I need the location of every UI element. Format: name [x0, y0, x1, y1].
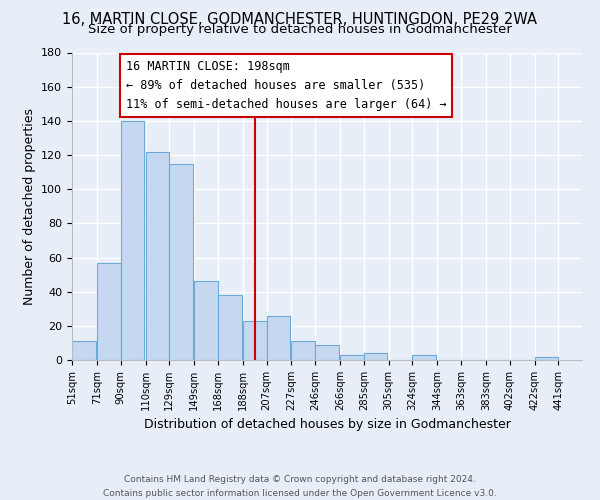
Bar [292, 341, 315, 360]
Bar [315, 344, 339, 360]
Text: Size of property relative to detached houses in Godmanchester: Size of property relative to detached ho… [88, 22, 512, 36]
Bar [364, 353, 388, 360]
Bar [535, 356, 559, 360]
Bar [169, 164, 193, 360]
Bar [72, 341, 95, 360]
Bar [146, 152, 169, 360]
Bar [266, 316, 290, 360]
Bar [412, 355, 436, 360]
Bar [97, 262, 121, 360]
X-axis label: Distribution of detached houses by size in Godmanchester: Distribution of detached houses by size … [143, 418, 511, 432]
Bar [218, 295, 242, 360]
Text: Contains HM Land Registry data © Crown copyright and database right 2024.
Contai: Contains HM Land Registry data © Crown c… [103, 476, 497, 498]
Text: 16, MARTIN CLOSE, GODMANCHESTER, HUNTINGDON, PE29 2WA: 16, MARTIN CLOSE, GODMANCHESTER, HUNTING… [62, 12, 538, 28]
Text: 16 MARTIN CLOSE: 198sqm
← 89% of detached houses are smaller (535)
11% of semi-d: 16 MARTIN CLOSE: 198sqm ← 89% of detache… [125, 60, 446, 111]
Bar [121, 121, 145, 360]
Y-axis label: Number of detached properties: Number of detached properties [23, 108, 35, 304]
Bar [194, 282, 218, 360]
Bar [340, 355, 364, 360]
Bar [243, 320, 266, 360]
